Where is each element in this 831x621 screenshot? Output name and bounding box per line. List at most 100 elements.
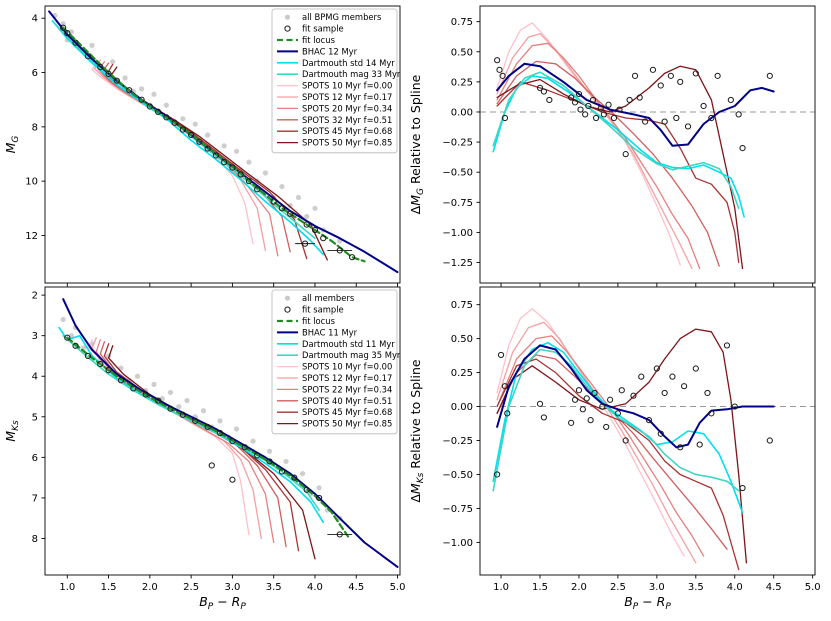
series-dartmouth-mag (492, 348, 740, 492)
y-axis-label: MKs (3, 420, 21, 442)
legend-label: SPOTS 32 Myr f=0.51 (302, 115, 392, 125)
y-tick-label: 0.75 (451, 300, 473, 311)
x-axis-label: BP − RP (199, 594, 246, 612)
series-dartmouth-std (492, 341, 744, 514)
x-tick-label: 1.0 (59, 582, 75, 593)
y-tick-label: 7 (32, 493, 38, 504)
x-tick-label: 4.0 (307, 582, 323, 593)
x-tick-label: 3.5 (688, 582, 704, 593)
series-spots-50 (496, 328, 748, 564)
series-bhac (496, 62, 775, 147)
x-tick-label: 2.5 (183, 582, 199, 593)
x-ticks: 1.0 1.5 2.0 2.5 3.0 3.5 4.0 4.5 5.0 (493, 575, 821, 593)
panel-resid-ks: 1.0 1.5 2.0 2.5 3.0 3.5 4.0 4.5 5.00.750.500.250… (408, 286, 821, 612)
y-tick-label: 0.00 (451, 107, 473, 118)
series-spots-10 (496, 308, 685, 557)
x-tick-label: 4.5 (348, 582, 364, 593)
y-tick-label: −0.25 (442, 138, 473, 149)
y-tick-label: 0.00 (451, 402, 473, 413)
series-dartmouth-std (492, 75, 745, 218)
y-tick-label: 8 (32, 534, 38, 545)
legend-label: SPOTS 10 Myr f=0.00 (302, 362, 392, 372)
y-tick-label: −1.25 (442, 258, 473, 269)
y-tick-label: 4 (32, 372, 38, 383)
series-dartmouth-std (51, 20, 324, 256)
legend-label: fit locus (302, 316, 335, 326)
y-tick-label: 0.25 (451, 77, 473, 88)
scatter-fit-sample (60, 24, 356, 261)
y-ticks: 0.75 0.50 0.25 0.00 −0.25 −0.50 −0.75 −1.00 (442, 300, 480, 549)
y-tick-label: 5 (32, 412, 38, 423)
x-tick-label: 5.0 (805, 582, 821, 593)
legend-label: all BPMG members (302, 12, 381, 22)
x-ticks: 1.0 1.5 2.0 2.5 3.0 3.5 4.0 4.5 5.0 (59, 575, 405, 593)
series-spots-10 (91, 61, 254, 245)
x-ticks (66, 283, 398, 287)
legend-label: SPOTS 50 Myr f=0.85 (302, 419, 392, 429)
y-tick-label: 0.50 (451, 47, 473, 58)
y-tick-label: −1.00 (442, 228, 473, 239)
y-axis-label: ΔMG Relative to Spline (408, 74, 426, 214)
series-spots-22 (95, 339, 275, 544)
series-bhac (62, 298, 399, 568)
y-ticks: 4 6 8 10 12 (25, 14, 45, 242)
legend-label: SPOTS 40 Myr f=0.51 (302, 396, 392, 406)
legend-dot-swatch (284, 295, 291, 301)
series-dartmouth-mag (492, 71, 740, 210)
legend-label: SPOTS 12 Myr f=0.17 (302, 373, 392, 383)
x-tick-label: 3.0 (649, 582, 665, 593)
y-axis-label: ΔMKs Relative to Spline (408, 359, 426, 503)
y-tick-label: 10 (25, 177, 38, 188)
scatter-fit-sample (64, 334, 353, 538)
legend-label: fit sample (302, 24, 344, 34)
legend-label: SPOTS 45 Myr f=0.68 (302, 126, 392, 136)
y-tick-label: 0.25 (451, 368, 473, 379)
y-tick-label: −0.75 (442, 504, 473, 515)
axes-frame (479, 286, 816, 576)
panel-cmd-ks: 1.0 1.5 2.0 2.5 3.0 3.5 4.0 4.5 5.0 2 3 4 5 6 7 8 MKs BP … (3, 286, 405, 612)
x-tick-label: 1.5 (532, 582, 548, 593)
series-fit-locus (62, 26, 366, 263)
panel-resid-g: 0.75 0.50 0.25 0.00 −0.25 −0.50 −0.75 −1.00 −1.2… (408, 5, 816, 287)
legend-label: SPOTS 50 Myr f=0.85 (302, 138, 392, 148)
y-tick-label: −0.75 (442, 198, 473, 209)
scatter-fit-sample (494, 57, 773, 158)
x-tick-label: 2.5 (610, 582, 626, 593)
x-tick-label: 4.0 (727, 582, 743, 593)
y-tick-label: 3 (32, 331, 38, 342)
y-tick-label: −0.50 (442, 470, 473, 481)
x-axis-label: BP − RP (624, 594, 671, 612)
y-axis-label: MG (3, 136, 21, 154)
y-tick-label: 0.50 (451, 334, 473, 345)
legend-label: BHAC 11 Myr (302, 327, 358, 337)
series-spots-45 (496, 358, 740, 571)
legend-label: SPOTS 20 Myr f=0.34 (302, 103, 392, 113)
series-dartmouth-mag (62, 334, 320, 511)
legend-label: Dartmouth std 11 Myr (302, 339, 395, 349)
legend-label: fit sample (302, 305, 344, 315)
legend-open-dot-swatch (284, 25, 291, 32)
x-tick-label: 2.0 (571, 582, 587, 593)
x-ticks (500, 283, 814, 287)
series-spots-12 (496, 33, 693, 270)
y-tick-label: 6 (32, 453, 38, 464)
series-spots-20 (496, 42, 701, 270)
y-tick-label: 8 (32, 122, 38, 133)
x-tick-label: 2.0 (142, 582, 158, 593)
x-tick-label: 1.5 (101, 582, 117, 593)
legend-label: SPOTS 10 Myr f=0.00 (302, 81, 392, 91)
legend-label: SPOTS 12 Myr f=0.17 (302, 92, 392, 102)
series-spots-22 (496, 335, 705, 557)
y-tick-label: 6 (32, 68, 38, 79)
y-tick-label: −0.50 (442, 168, 473, 179)
legend-label: Dartmouth mag 35 Myr (302, 350, 401, 360)
series-spots-40 (99, 341, 287, 548)
x-tick-label: 3.0 (224, 582, 240, 593)
series-spots-40 (496, 354, 728, 550)
y-ticks: 2 3 4 5 6 7 8 (32, 291, 45, 545)
series-fit-locus (66, 336, 350, 538)
series-spots-50 (496, 65, 744, 270)
